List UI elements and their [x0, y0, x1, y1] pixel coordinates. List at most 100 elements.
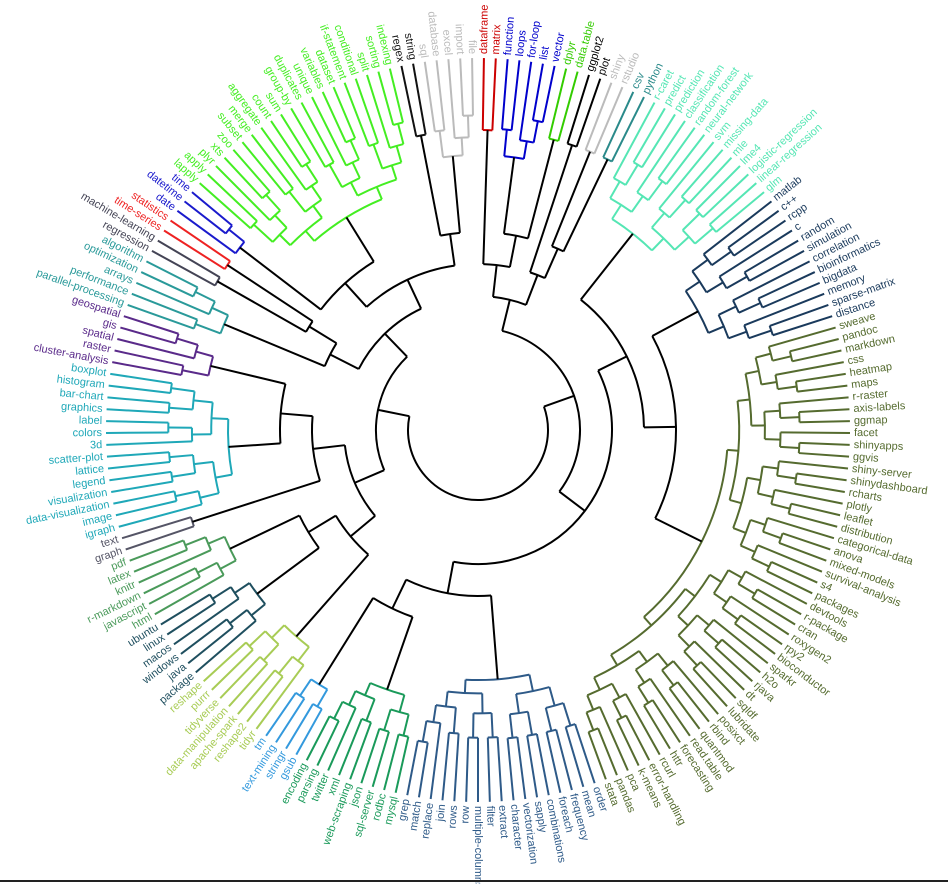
- group-22-branch: [250, 134, 294, 190]
- group-8-branch: [745, 369, 759, 375]
- group-7-arc: [718, 276, 728, 289]
- leaf-label: pdf: [110, 556, 129, 573]
- group-7-branch: [769, 303, 829, 327]
- leaf-label: 3d: [90, 439, 103, 451]
- group-7-arc: [727, 246, 735, 257]
- group-7-branch: [732, 260, 811, 302]
- group-11-branch: [265, 692, 297, 737]
- group-8-arc: [737, 570, 747, 585]
- group-10-arc: [379, 727, 390, 733]
- group-18-branch: [194, 291, 216, 303]
- leaf-label: match: [408, 800, 425, 831]
- group-22-arc: [261, 190, 271, 200]
- group-8-branch: [634, 669, 646, 684]
- group-17-branch: [176, 337, 199, 346]
- group-16-arc: [173, 491, 178, 502]
- group-11-arc: [295, 692, 305, 700]
- leaf-label: string: [402, 32, 419, 61]
- group-9-arc: [527, 733, 538, 737]
- leaf-label: raster: [82, 338, 112, 356]
- backbone-branch: [307, 514, 337, 534]
- group-16-arc: [168, 452, 171, 463]
- group-8-branch: [737, 583, 756, 595]
- group-6-branch: [688, 157, 733, 204]
- group-22-branch: [328, 164, 343, 188]
- backbone-branch: [229, 514, 300, 550]
- backbone-arc: [311, 416, 321, 482]
- backbone-branch: [391, 579, 408, 609]
- group-6-arc: [708, 223, 717, 233]
- group-15-branch: [121, 516, 192, 540]
- group-16-branch: [106, 408, 169, 414]
- group-24-branch: [466, 115, 470, 138]
- group-8-branch: [799, 420, 850, 424]
- backbone-branch: [384, 332, 408, 358]
- backbone-arc: [298, 515, 320, 549]
- group-17-branch: [117, 338, 195, 360]
- group-6-branch: [636, 120, 686, 193]
- group-24-branch: [438, 130, 445, 158]
- group-8-branch: [672, 660, 719, 715]
- group-16-branch: [110, 372, 173, 385]
- group-11-branch: [299, 678, 312, 697]
- group-6-branch: [611, 204, 622, 220]
- group-24-arc: [442, 154, 463, 159]
- group-7-branch: [743, 292, 825, 327]
- backbone-branch: [508, 235, 518, 268]
- group-8-branch: [700, 661, 737, 699]
- backbone-branch: [354, 469, 385, 484]
- leaf-label: css: [847, 352, 866, 367]
- leaf-label: dplyr: [561, 40, 578, 66]
- leaf-label: database: [425, 11, 442, 57]
- group-7-branch: [748, 250, 805, 282]
- group-16-branch: [199, 492, 220, 499]
- group-9-branch: [526, 735, 539, 798]
- group-8-branch: [777, 385, 797, 391]
- backbone-arc: [406, 406, 549, 501]
- group-6-branch: [695, 165, 741, 211]
- group-9-branch: [562, 702, 572, 726]
- backbone-arc: [279, 383, 287, 444]
- group-9-branch: [444, 691, 449, 707]
- group-14-arc: [204, 536, 212, 551]
- group-8-branch: [779, 396, 849, 405]
- leaf-label: xml: [326, 777, 344, 797]
- group-6-branch: [658, 141, 715, 210]
- group-7-branch: [757, 271, 816, 300]
- group-8-arc: [703, 619, 715, 632]
- backbone-branch: [344, 282, 368, 308]
- backbone-branch: [210, 364, 286, 385]
- group-8-arc: [744, 373, 753, 426]
- group-8-arc: [732, 477, 749, 529]
- backbone-arc: [580, 298, 645, 428]
- group-8-arc: [767, 346, 774, 361]
- group-11-arc: [312, 703, 323, 710]
- leaf-label: replace: [420, 802, 436, 839]
- group-3-branch: [566, 74, 590, 144]
- group-8-branch: [684, 588, 696, 598]
- group-9-branch: [564, 726, 585, 788]
- backbone-arc: [320, 260, 375, 311]
- group-8-branch: [734, 622, 776, 655]
- group-16-branch: [215, 473, 233, 479]
- backbone-arc: [334, 515, 370, 556]
- group-10-arc: [329, 715, 340, 722]
- backbone-branch: [482, 130, 489, 265]
- backbone-branch: [558, 490, 586, 512]
- group-7-arc: [768, 325, 774, 336]
- leaf-label: loops: [514, 29, 529, 57]
- leaf-label: matrix: [490, 24, 503, 55]
- group-18-branch: [127, 303, 195, 330]
- group-7-branch: [711, 250, 732, 267]
- group-9-branch: [516, 737, 527, 800]
- group-8-arc: [776, 461, 780, 476]
- group-8-branch: [796, 472, 847, 482]
- group-16-branch: [106, 451, 170, 458]
- group-7-arc: [691, 270, 708, 293]
- group-9-branch: [508, 714, 514, 738]
- group-10-arc: [398, 733, 409, 738]
- group-14-branch: [148, 576, 201, 605]
- group-9-branch: [453, 733, 460, 802]
- group-2-branch: [548, 68, 568, 139]
- group-17-branch: [182, 369, 209, 377]
